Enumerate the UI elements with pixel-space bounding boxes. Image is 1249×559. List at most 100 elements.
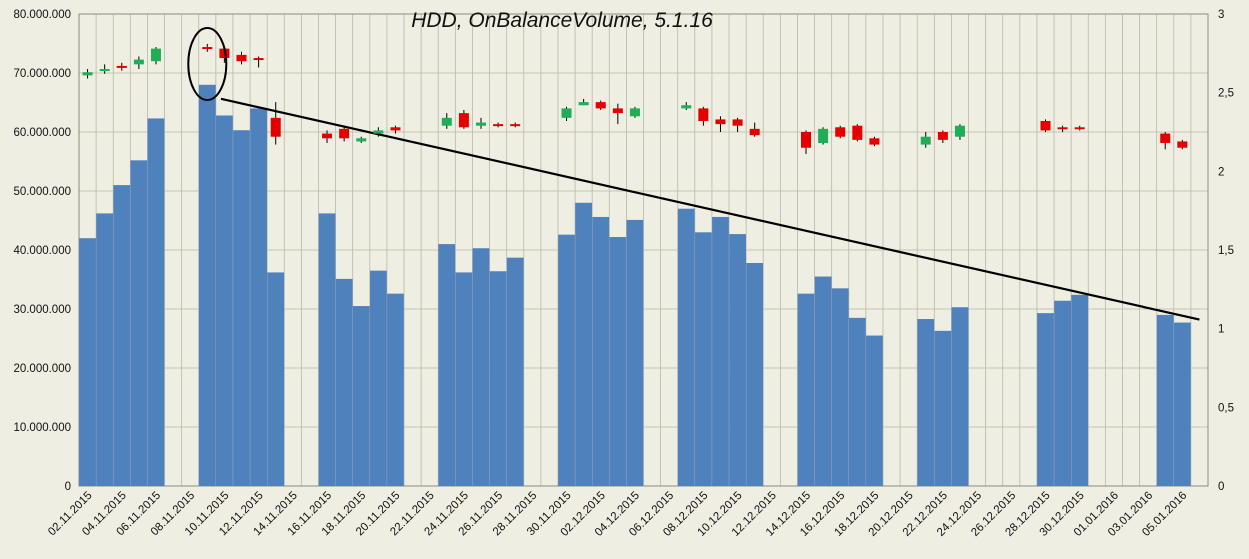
volume-bar [609,237,627,486]
candle-body-down [236,54,247,62]
volume-bar [951,307,969,486]
candle-body-down [1160,133,1171,144]
candle-body-down [458,113,469,128]
left-axis-labels: 0 10.000.000 20.000.000 30.000.000 40.000.00… [13,9,71,493]
candle-body-down [852,125,863,140]
volume-bar [848,317,866,486]
y-right-tick-label: 0,5 [1218,402,1234,414]
volume-bar [79,238,96,486]
candle-body-down [869,138,880,145]
circle-annotation [187,27,228,101]
candle-body-down [202,47,213,50]
volume-bar [438,244,456,486]
candle-body-down [116,65,127,68]
y-left-tick-label: 10.000.000 [13,422,71,434]
volume-bar [113,185,131,486]
volume-bar [96,213,114,487]
candle-body-down [749,128,760,136]
y-right-tick-label: 0 [1218,481,1224,493]
candle-body-down [1040,120,1051,131]
volume-bar [917,319,935,486]
volume-bar [797,293,815,486]
candle-body-down [339,128,350,139]
volume-bar [506,257,524,486]
candle-body-down [732,119,743,126]
y-left-tick-label: 60.000.000 [13,127,71,139]
volume-bar [575,202,593,487]
candle-body-up [441,117,452,126]
volume-bar [1071,294,1089,486]
candle-body-down [698,108,709,121]
volume-bar [626,219,644,486]
candle-body-down [219,48,230,59]
volume-bar [216,115,233,486]
candle-body-down [1177,141,1188,148]
volume-bar [472,248,490,486]
candle-body-down [937,132,948,140]
candle-body-up [356,138,367,142]
candle-body-down [1074,127,1085,130]
candle-body-up [578,102,589,106]
candle-body-down [612,108,623,114]
volume-bar [198,84,216,487]
trendline [220,97,1200,321]
volume-bar [1054,300,1071,486]
candle-body-up [373,130,384,134]
candle-body-down [510,124,521,127]
volume-bar [592,216,610,486]
candle-body-down [835,127,846,137]
volume-bar [130,160,148,486]
volume-bar [1173,322,1191,486]
volume-bar [831,288,849,486]
grid-lines [78,13,1209,487]
volume-bar [489,271,507,486]
volume-bar [729,234,746,486]
volume-bar [250,108,267,487]
y-left-tick-label: 40.000.000 [13,245,71,257]
y-left-tick-label: 30.000.000 [13,304,71,316]
y-left-tick-label: 80.000.000 [13,9,71,21]
volume-bar [147,118,165,487]
candle-body-down [1057,127,1068,130]
y-right-tick-label: 2,5 [1218,88,1234,100]
volume-bar [694,232,712,486]
y-right-tick-label: 1 [1218,324,1224,336]
volume-bar [814,276,832,486]
volume-bar [387,293,404,486]
candle-body-up [629,108,640,117]
candle-body-down [253,58,264,61]
volume-bar [352,306,370,486]
candle-body-up [82,72,93,76]
candle-body-down [715,119,726,125]
volume-bar [318,213,336,487]
candle-body-up [954,125,965,137]
chart-title: HDD, OnBalanceVolume, 5.1.16 [411,9,713,32]
volume-bars [79,84,1191,487]
plot-frame [78,13,1209,487]
volume-bar [267,272,285,486]
candle-body-down [322,133,333,139]
candle-body-down [390,127,401,131]
y-left-tick-label: 50.000.000 [13,186,71,198]
right-axis-labels: 0 0,5 1 1,5 2 2,5 3 [1218,9,1234,493]
volume-bar [746,262,764,486]
volume-bar [712,216,729,486]
candle-body-down [801,132,812,148]
y-left-tick-label: 0 [65,481,71,493]
volume-bar [455,272,473,486]
trendline-group [220,97,1200,321]
volume-bar [335,278,353,486]
candle-body-up [475,122,486,126]
candlesticks [82,43,1188,155]
candle-body-up [561,108,572,118]
circle-annotation-group [187,27,228,101]
y-right-tick-label: 1,5 [1218,245,1234,257]
candle-body-up [99,69,110,72]
candle-body-down [270,117,281,137]
volume-bar [369,270,387,486]
candle-body-down [493,124,504,127]
y-left-tick-label: 70.000.000 [13,68,71,80]
y-right-tick-label: 2 [1218,166,1224,178]
y-left-tick-label: 20.000.000 [13,363,71,375]
